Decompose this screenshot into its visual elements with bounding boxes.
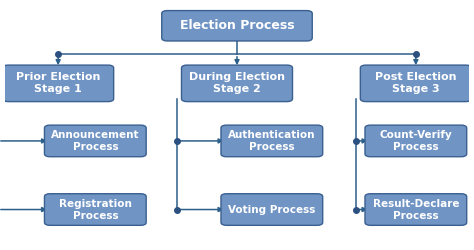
FancyBboxPatch shape (360, 65, 471, 102)
FancyBboxPatch shape (3, 65, 114, 102)
FancyBboxPatch shape (365, 194, 467, 225)
FancyBboxPatch shape (365, 125, 467, 157)
Text: Count-Verify
Process: Count-Verify Process (380, 130, 452, 152)
Text: Voting Process: Voting Process (228, 204, 316, 214)
FancyBboxPatch shape (45, 194, 146, 225)
FancyBboxPatch shape (221, 194, 323, 225)
Text: Announcement
Process: Announcement Process (51, 130, 139, 152)
FancyBboxPatch shape (221, 125, 323, 157)
Text: Prior Election
Stage 1: Prior Election Stage 1 (16, 72, 100, 94)
Text: Result-Declare
Process: Result-Declare Process (373, 198, 459, 220)
FancyBboxPatch shape (182, 65, 292, 102)
Text: Authentication
Process: Authentication Process (228, 130, 316, 152)
Text: Post Election
Stage 3: Post Election Stage 3 (375, 72, 456, 94)
FancyBboxPatch shape (45, 125, 146, 157)
Text: Election Process: Election Process (180, 19, 294, 32)
Text: Registration
Process: Registration Process (59, 198, 132, 220)
Text: During Election
Stage 2: During Election Stage 2 (189, 72, 285, 94)
FancyBboxPatch shape (162, 10, 312, 41)
